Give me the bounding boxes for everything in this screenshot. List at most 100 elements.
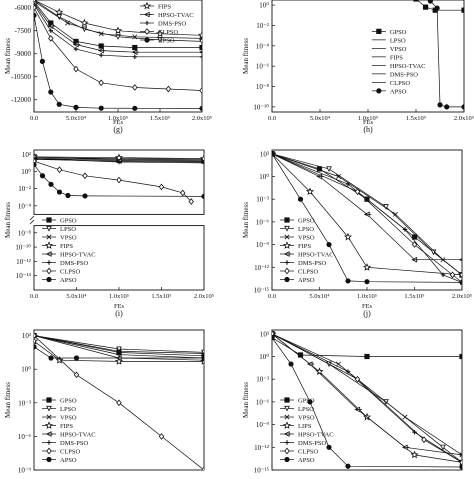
series-clpso xyxy=(272,330,462,466)
legend-label: APSO xyxy=(298,457,315,464)
data-point xyxy=(116,159,122,165)
x-tick-label: 1.0x10⁵ xyxy=(358,115,378,122)
plot-frame xyxy=(271,329,463,471)
legend-marker xyxy=(44,421,54,429)
legend-label: CLPSO xyxy=(298,449,319,456)
legend-marker xyxy=(45,251,54,257)
legend-label: APSO xyxy=(390,88,407,95)
data-point xyxy=(422,4,429,10)
data-point xyxy=(402,227,408,232)
legend-marker xyxy=(144,37,150,43)
data-point xyxy=(116,346,122,353)
data-point xyxy=(401,444,410,451)
legend-label: GPSO xyxy=(298,398,315,405)
legend-label: CLPSO xyxy=(298,269,319,276)
series-lpso xyxy=(34,0,202,45)
data-point xyxy=(458,258,462,262)
series-fips xyxy=(34,0,202,39)
legend-label: GPSO xyxy=(60,218,77,225)
legend-label: VPSO xyxy=(298,415,315,422)
legend-label: FIPS xyxy=(60,423,73,430)
data-point xyxy=(73,65,79,73)
data-point xyxy=(362,263,372,271)
data-point xyxy=(198,50,202,54)
x-tick-label: 0.0 xyxy=(30,115,38,122)
legend-marker xyxy=(46,276,52,283)
legend-label: DMS-PSO xyxy=(60,440,88,447)
x-axis-label: FEs xyxy=(363,119,374,126)
y-tick-label: 10⁻² xyxy=(256,22,269,30)
data-point xyxy=(411,234,418,240)
y-axis-label: Mean fitness xyxy=(242,202,250,238)
x-tick-label: 1.0x10⁵ xyxy=(108,115,128,122)
series-clpso xyxy=(34,157,194,205)
legend-marker xyxy=(284,234,290,240)
series-dms-pso xyxy=(34,2,202,59)
series-line xyxy=(430,0,464,108)
y-tick-label: 10⁻³ xyxy=(256,196,269,204)
axis-break-mark xyxy=(29,215,35,225)
y-tick-label: 10³ xyxy=(260,150,269,158)
y-tick-label: 10⁻⁸ xyxy=(18,229,32,237)
legend-label: HPSO-TVAC xyxy=(60,252,96,259)
data-point xyxy=(459,459,462,466)
y-axis-label: Mean fitness xyxy=(4,202,12,238)
data-point xyxy=(345,181,351,187)
legend-label: HPSO-TVAC xyxy=(298,252,334,259)
legend-label: GPSO xyxy=(60,398,77,405)
data-point xyxy=(288,361,294,367)
legend-marker xyxy=(46,405,52,412)
x-tick-label: 1.5x10⁵ xyxy=(150,115,170,122)
y-tick-label: 10⁻⁶ xyxy=(256,218,270,226)
legend-label: DMS-PSO xyxy=(298,260,326,267)
data-point xyxy=(39,58,46,64)
x-tick-label: 1.5x10⁵ xyxy=(406,115,426,122)
data-point xyxy=(98,43,104,49)
legend-marker xyxy=(284,447,290,455)
series-line xyxy=(34,1,202,48)
y-tick-label: 10⁻¹² xyxy=(16,258,31,266)
legend-marker xyxy=(46,440,52,445)
data-point xyxy=(354,375,361,383)
data-point xyxy=(155,29,165,38)
data-point xyxy=(444,104,450,110)
series-apso xyxy=(427,0,464,110)
legend-marker xyxy=(284,217,290,223)
data-point xyxy=(73,46,79,52)
data-point xyxy=(345,463,351,469)
x-tick-label: 5.0x10⁴ xyxy=(310,115,331,122)
data-point xyxy=(98,79,104,87)
data-point xyxy=(354,406,362,413)
data-point xyxy=(201,351,204,357)
y-axis-label: Mean fitness xyxy=(242,382,250,418)
x-tick-label: 5.0x10⁴ xyxy=(66,293,87,300)
data-point xyxy=(437,102,443,108)
plot-frame xyxy=(33,329,205,471)
series-apso xyxy=(272,151,462,286)
data-point xyxy=(199,154,204,163)
data-point xyxy=(336,361,341,367)
y-tick-label: -9000 xyxy=(15,50,32,58)
legend-marker xyxy=(143,11,152,18)
legend-marker xyxy=(142,1,152,10)
data-point xyxy=(364,279,370,285)
y-axis-label: Mean fitness xyxy=(4,38,12,74)
panel-caption: (h) xyxy=(363,125,373,134)
data-point xyxy=(132,34,138,40)
x-tick-label: 1.0x10⁵ xyxy=(109,293,129,300)
data-point xyxy=(47,23,55,29)
data-point xyxy=(364,353,370,360)
legend-label: DMS-PSO xyxy=(390,71,418,78)
data-point xyxy=(82,193,88,199)
legend-label: DMS-PSO xyxy=(60,260,88,267)
legend-marker xyxy=(45,431,54,437)
legend-marker xyxy=(46,267,52,275)
legend-marker xyxy=(283,431,292,437)
data-point xyxy=(65,20,71,26)
y-tick-label: 10⁻⁶ xyxy=(256,398,270,406)
data-point xyxy=(131,49,139,56)
data-point xyxy=(345,278,351,284)
